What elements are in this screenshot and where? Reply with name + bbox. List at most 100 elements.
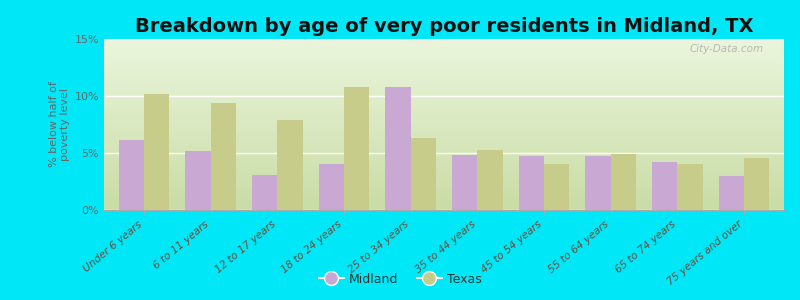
Title: Breakdown by age of very poor residents in Midland, TX: Breakdown by age of very poor residents … [134, 17, 754, 36]
Bar [104, 159, 784, 161]
Bar [104, 155, 784, 157]
Bar [104, 178, 784, 179]
Bar [104, 196, 784, 198]
Bar [104, 42, 784, 44]
Text: City-Data.com: City-Data.com [690, 44, 763, 54]
Bar [104, 66, 784, 68]
Bar [104, 100, 784, 102]
Bar [104, 59, 784, 61]
Bar [104, 90, 784, 92]
Bar [104, 107, 784, 109]
Bar [544, 164, 570, 210]
Bar [104, 128, 784, 130]
Bar [478, 150, 502, 210]
Bar [104, 119, 784, 121]
Bar [104, 198, 784, 200]
Bar [104, 114, 784, 116]
Bar [118, 140, 144, 210]
Bar [104, 63, 784, 65]
Bar [104, 58, 784, 59]
Bar [104, 76, 784, 78]
Bar [678, 164, 702, 210]
Bar [318, 164, 344, 210]
Bar [104, 121, 784, 123]
Bar [104, 157, 784, 159]
Bar [104, 208, 784, 210]
Bar [104, 143, 784, 145]
Bar [104, 183, 784, 184]
Bar [104, 154, 784, 155]
Bar [104, 169, 784, 171]
Bar [104, 140, 784, 142]
Bar [104, 118, 784, 119]
Bar [104, 104, 784, 106]
Bar [104, 95, 784, 97]
Bar [104, 82, 784, 83]
Bar [104, 65, 784, 66]
Bar [104, 56, 784, 58]
Bar [104, 68, 784, 70]
Bar [610, 154, 636, 210]
Bar [104, 162, 784, 164]
Bar [104, 54, 784, 56]
Bar [518, 156, 544, 210]
Bar [344, 87, 370, 210]
Bar [104, 73, 784, 75]
Bar [386, 87, 410, 210]
Bar [104, 99, 784, 100]
Bar [186, 151, 210, 210]
Bar [104, 88, 784, 90]
Bar [104, 147, 784, 148]
Bar [452, 155, 478, 210]
Bar [104, 174, 784, 176]
Bar [104, 164, 784, 166]
Bar [104, 39, 784, 41]
Bar [104, 123, 784, 124]
Bar [104, 142, 784, 143]
Bar [104, 193, 784, 195]
Bar [104, 49, 784, 51]
Bar [104, 109, 784, 111]
Bar [104, 171, 784, 172]
Bar [104, 92, 784, 94]
Bar [278, 120, 302, 210]
Bar [104, 184, 784, 186]
Bar [104, 124, 784, 126]
Bar [104, 48, 784, 49]
Bar [104, 152, 784, 154]
Bar [104, 167, 784, 169]
Bar [104, 186, 784, 188]
Bar [104, 111, 784, 112]
Bar [104, 160, 784, 162]
Legend: Midland, Texas: Midland, Texas [314, 268, 486, 291]
Bar [104, 106, 784, 107]
Bar [252, 175, 278, 210]
Bar [104, 80, 784, 82]
Bar [144, 94, 170, 210]
Bar [104, 61, 784, 63]
Bar [104, 207, 784, 208]
Bar [410, 138, 436, 210]
Bar [104, 75, 784, 76]
Bar [104, 78, 784, 80]
Bar [104, 131, 784, 133]
Bar [104, 172, 784, 174]
Bar [104, 188, 784, 190]
Bar [104, 70, 784, 71]
Bar [104, 133, 784, 135]
Bar [104, 148, 784, 150]
Bar [744, 158, 770, 210]
Bar [104, 130, 784, 131]
Bar [104, 85, 784, 87]
Y-axis label: % below half of
poverty level: % below half of poverty level [49, 82, 70, 167]
Bar [104, 116, 784, 118]
Bar [210, 103, 236, 210]
Bar [104, 53, 784, 54]
Bar [104, 203, 784, 205]
Bar [104, 135, 784, 137]
Bar [104, 176, 784, 178]
Bar [104, 205, 784, 207]
Bar [104, 181, 784, 183]
Bar [104, 138, 784, 140]
Bar [104, 126, 784, 128]
